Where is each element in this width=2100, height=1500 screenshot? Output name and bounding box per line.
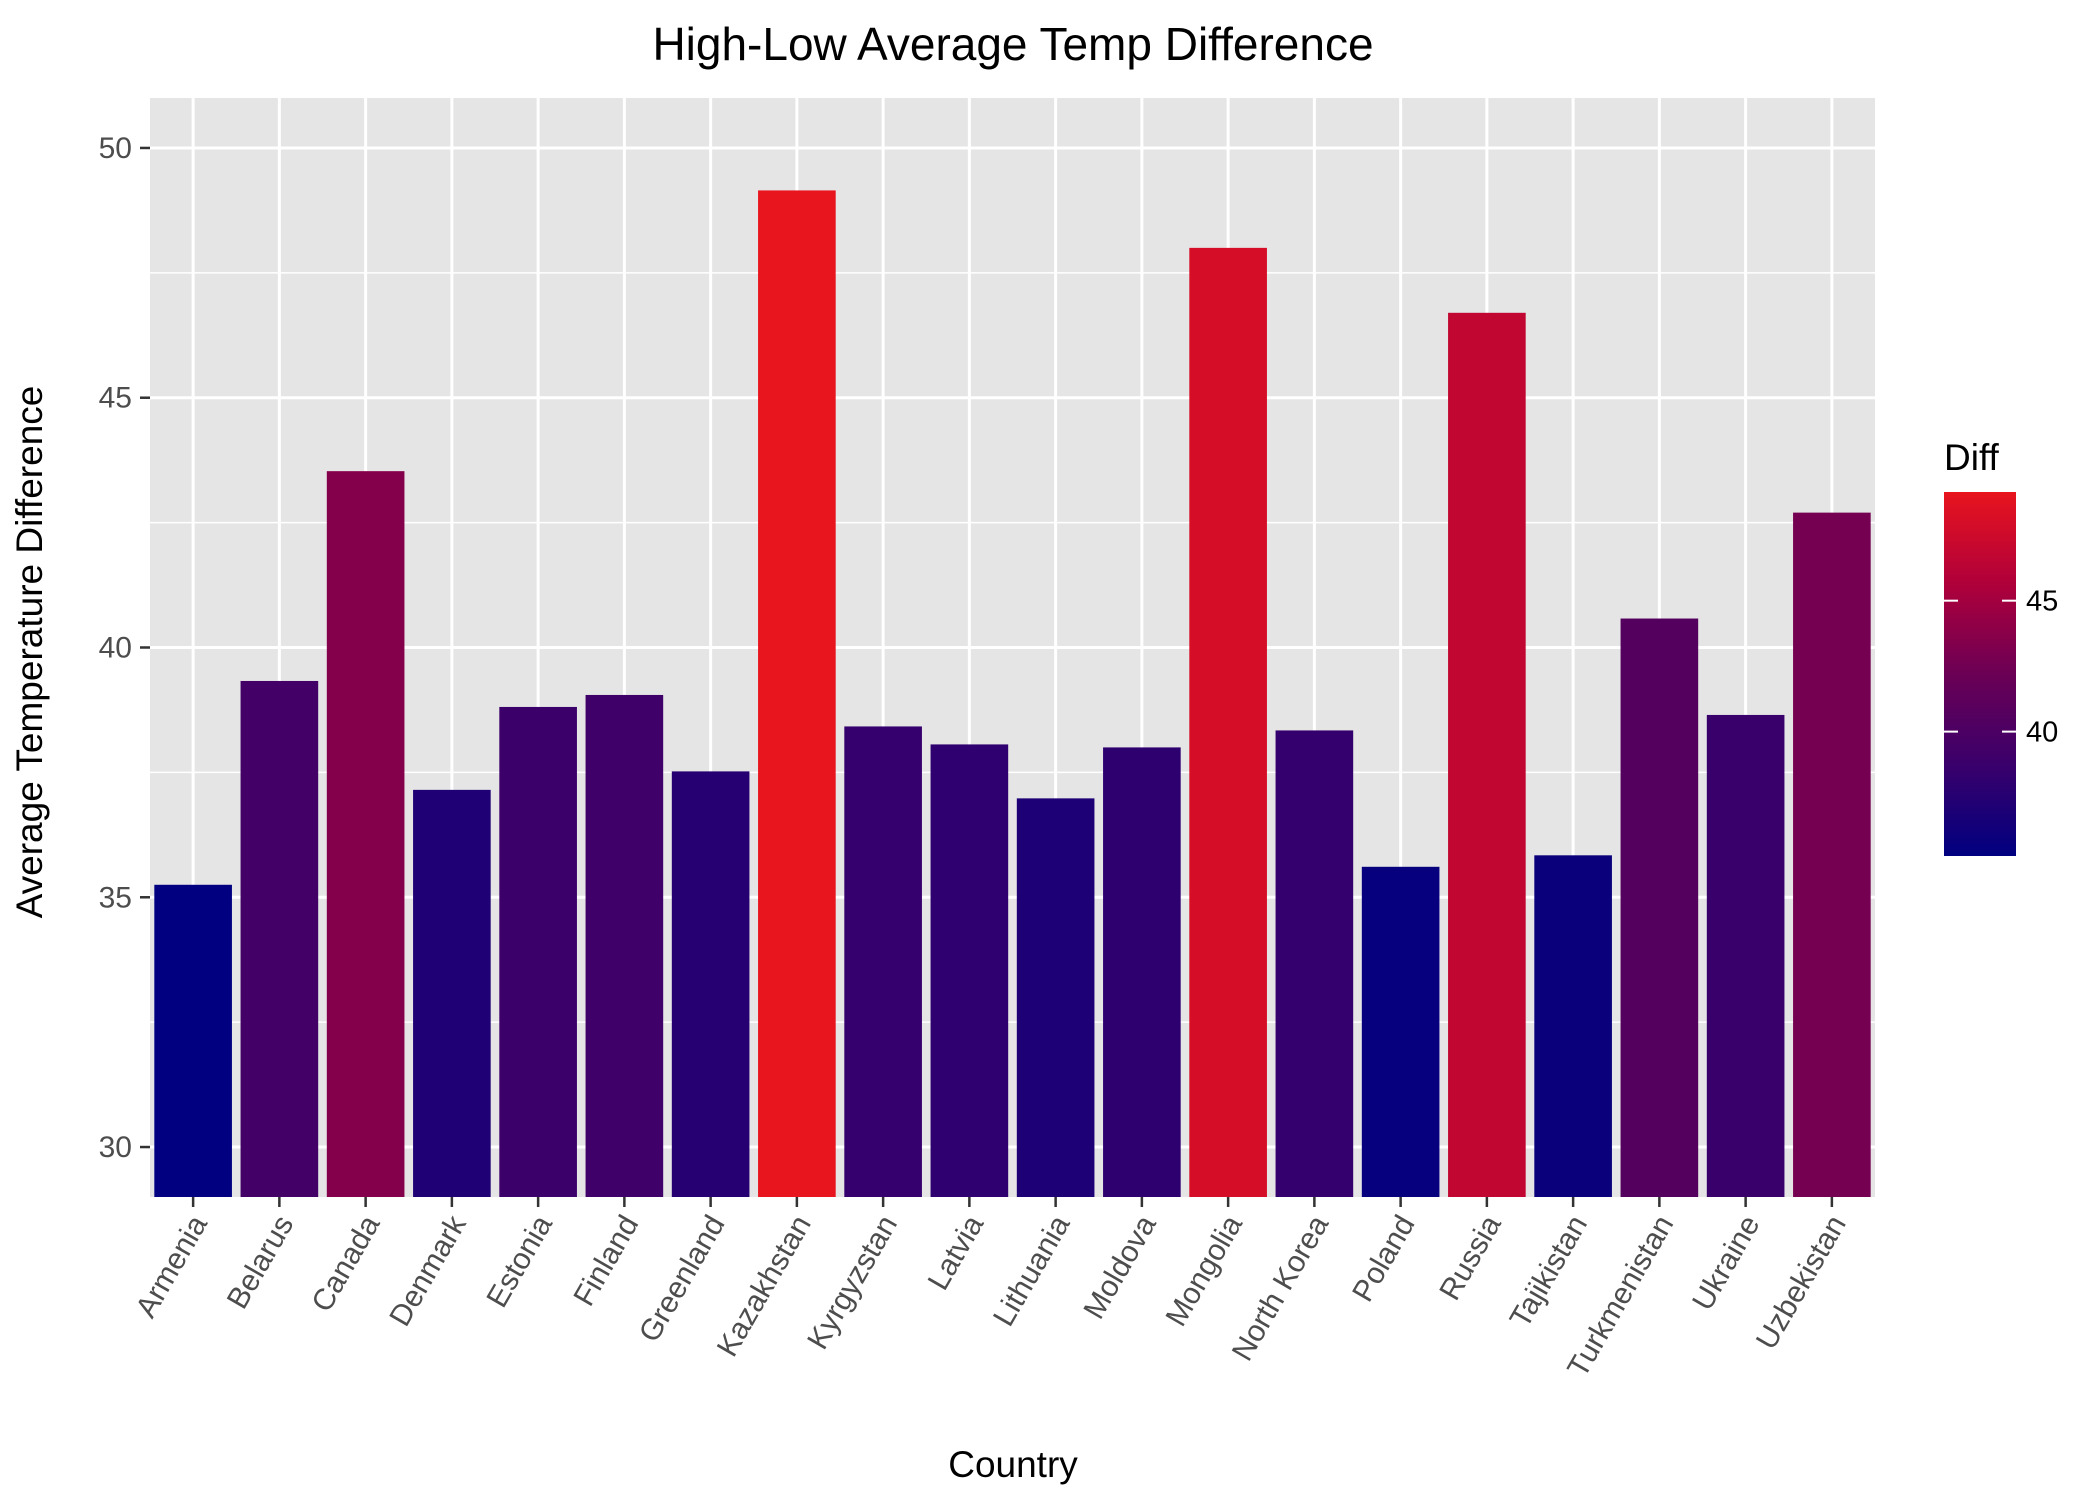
legend-tick-label: 45 [2026, 586, 2058, 618]
x-tick-label: Latvia [922, 1210, 991, 1296]
x-tick-label: Uzbekistan [1750, 1210, 1853, 1355]
y-tick-label: 30 [99, 1131, 132, 1164]
bar-belarus [240, 680, 319, 1197]
bar-moldova [1103, 747, 1181, 1197]
y-axis-title: Average Temperature Difference [9, 386, 50, 919]
y-tick-label: 35 [99, 881, 132, 914]
bar-latvia [930, 744, 1009, 1197]
legend-colorbar [1944, 492, 2016, 856]
legend: Diff 40 45 [1944, 437, 2058, 856]
x-tick-label: Moldova [1078, 1210, 1163, 1325]
bar-turkmenistan [1620, 618, 1699, 1197]
bar-poland [1361, 866, 1440, 1197]
x-tick-label: Canada [305, 1210, 386, 1318]
bar-lithuania [1016, 798, 1095, 1197]
y-tick-label: 45 [99, 382, 132, 415]
bar-mongolia [1189, 247, 1267, 1197]
bar-north-korea [1275, 730, 1354, 1197]
bar-armenia [154, 884, 232, 1197]
legend-ticks: 40 45 [1944, 586, 2058, 749]
bar-kyrgyzstan [844, 726, 922, 1197]
y-axis: 30 35 40 45 50 [99, 132, 150, 1164]
x-tick-label: Greenland [633, 1210, 732, 1348]
bar-kazakhstan [758, 190, 836, 1198]
x-tick-label: Finland [568, 1210, 646, 1312]
x-tick-label: Poland [1346, 1210, 1421, 1307]
x-tick-label: Armenia [130, 1210, 215, 1324]
y-tick-label: 50 [99, 132, 132, 165]
legend-title: Diff [1944, 437, 2000, 478]
bar-denmark [413, 789, 491, 1197]
x-tick-label: Ukraine [1686, 1210, 1766, 1316]
x-axis-title: Country [948, 1444, 1078, 1485]
bar-greenland [671, 771, 750, 1197]
legend-tick-label: 40 [2026, 717, 2058, 749]
bar-uzbekistan [1793, 512, 1871, 1197]
bar-tajikistan [1534, 855, 1612, 1197]
x-tick-label: Mongolia [1160, 1210, 1250, 1332]
bar-russia [1448, 312, 1526, 1197]
bar-finland [585, 694, 664, 1197]
x-tick-label: Russia [1433, 1210, 1508, 1306]
x-tick-label: Denmark [383, 1209, 473, 1332]
x-tick-label: Belarus [221, 1210, 300, 1315]
y-tick-label: 40 [99, 632, 132, 665]
bar-estonia [499, 706, 577, 1197]
x-tick-label: Tajikistan [1504, 1210, 1594, 1333]
x-tick-label: Estonia [480, 1210, 559, 1313]
x-tick-label: Kyrgyzstan [801, 1210, 904, 1355]
bars [154, 190, 1871, 1198]
x-tick-label: Lithuania [987, 1210, 1077, 1332]
chart-title: High-Low Average Temp Difference [652, 18, 1373, 70]
bar-canada [326, 471, 405, 1197]
bar-ukraine [1706, 714, 1785, 1197]
